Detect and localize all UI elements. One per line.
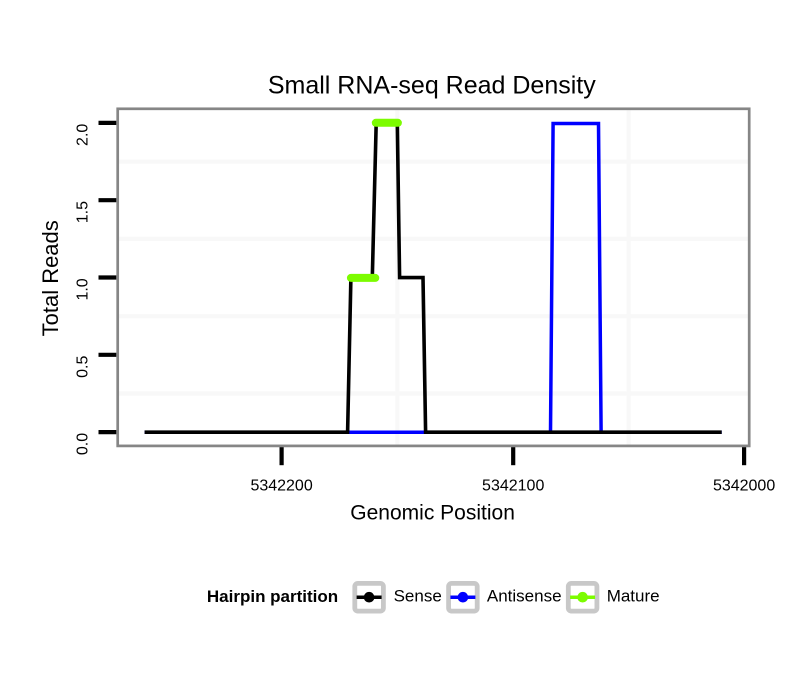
svg-text:2.0: 2.0 [75, 124, 92, 146]
svg-text:1.5: 1.5 [75, 201, 92, 223]
svg-text:5342200: 5342200 [250, 477, 312, 494]
svg-text:Genomic Position: Genomic Position [350, 501, 515, 524]
svg-text:Sense: Sense [394, 587, 442, 606]
svg-text:Hairpin partition: Hairpin partition [207, 587, 338, 606]
svg-text:Total Reads: Total Reads [38, 220, 63, 336]
svg-text:Small RNA-seq Read Density: Small RNA-seq Read Density [268, 71, 596, 99]
svg-text:1.0: 1.0 [75, 278, 92, 300]
svg-text:0.0: 0.0 [75, 433, 92, 455]
svg-text:5342000: 5342000 [713, 477, 775, 494]
svg-text:Mature: Mature [607, 587, 660, 606]
svg-text:Antisense: Antisense [487, 587, 562, 606]
svg-text:0.5: 0.5 [75, 356, 92, 378]
svg-text:5342100: 5342100 [482, 477, 544, 494]
